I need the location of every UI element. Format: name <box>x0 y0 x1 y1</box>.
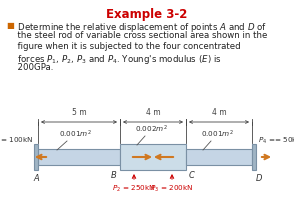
Text: A: A <box>33 174 39 183</box>
Bar <box>34 144 38 170</box>
Text: B: B <box>111 171 117 180</box>
Text: $0.002m^2$: $0.002m^2$ <box>135 124 167 135</box>
Text: forces $P_1$, $P_2$, $P_3$ and $P_4$. Young's modulus $(E)$ is: forces $P_1$, $P_2$, $P_3$ and $P_4$. Yo… <box>12 52 222 65</box>
Text: C: C <box>189 171 195 180</box>
Text: 200GPa.: 200GPa. <box>12 63 54 72</box>
Text: the steel rod of variable cross sectional area shown in the: the steel rod of variable cross sectiona… <box>12 31 267 41</box>
Text: $0.001m^2$: $0.001m^2$ <box>201 129 233 140</box>
Text: ■: ■ <box>6 21 14 30</box>
Text: Determine the relative displacement of points $A$ and $D$ of: Determine the relative displacement of p… <box>12 21 267 34</box>
Text: figure when it is subjected to the four concentrated: figure when it is subjected to the four … <box>12 42 240 51</box>
Text: D: D <box>256 174 263 183</box>
Text: 5 m: 5 m <box>72 108 86 117</box>
Text: $P_4$ == 50kN: $P_4$ == 50kN <box>258 136 294 146</box>
Text: 4 m: 4 m <box>212 108 226 117</box>
Text: $0.001m^2$: $0.001m^2$ <box>59 129 91 140</box>
Text: $P_3$ = 200kN: $P_3$ = 200kN <box>150 184 194 194</box>
Bar <box>120 144 186 170</box>
Text: $P_1$ = 100kN: $P_1$ = 100kN <box>0 136 33 146</box>
Text: Example 3-2: Example 3-2 <box>106 8 188 21</box>
Bar <box>186 149 252 165</box>
Bar <box>38 149 120 165</box>
Text: 4 m: 4 m <box>146 108 160 117</box>
Text: $P_2$ = 250kN: $P_2$ = 250kN <box>112 184 156 194</box>
Bar <box>252 144 256 170</box>
